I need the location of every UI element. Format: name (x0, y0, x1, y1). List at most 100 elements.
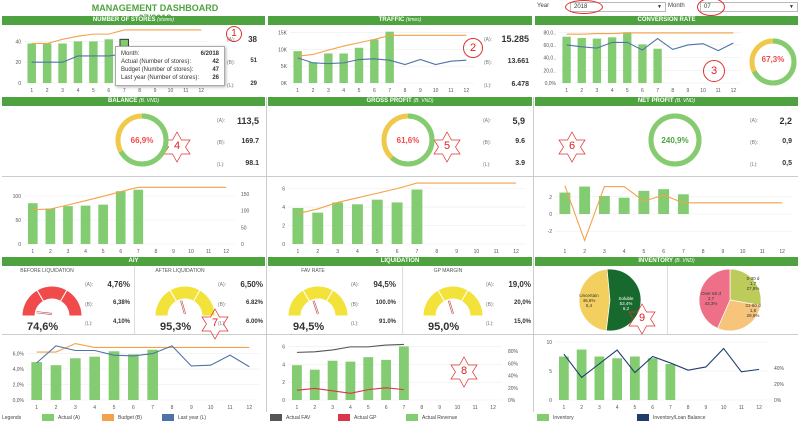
bar (558, 356, 569, 400)
x-tick-label: 10 (455, 405, 461, 411)
kpi-value-b: 6.82% (245, 300, 263, 306)
x-tick-label: 2 (583, 249, 586, 255)
y-tick-label: 0 (549, 212, 552, 218)
x-tick-label: 3 (598, 405, 601, 411)
y-tick-label: 10 (546, 340, 552, 346)
gauge-value: 95,3% (160, 321, 192, 333)
gauge-needle-highlight (36, 311, 53, 315)
kpi-value-l: 0,5 (782, 160, 792, 167)
x-tick-label: 8 (687, 405, 690, 411)
x-tick-label: 7 (388, 88, 391, 94)
y2-tick-label: 150 (241, 192, 250, 198)
line-series (566, 32, 734, 35)
x-tick-label: 1 (565, 88, 568, 94)
kpi-label-l: (L): (484, 83, 492, 89)
line-series (566, 37, 734, 52)
bar (309, 369, 320, 400)
kpi-label-l: (L): (85, 321, 93, 327)
line-series (36, 342, 250, 353)
y-tick-label: 5K (281, 64, 288, 70)
x-tick-label: 10 (168, 88, 174, 94)
bar (89, 41, 98, 83)
kpi-value-b: 13.661 (507, 58, 529, 65)
bar (562, 36, 571, 83)
header-liquidation: LIQUIDATION (268, 257, 532, 266)
gauge-segment (325, 289, 349, 317)
x-tick-label: 5 (92, 88, 95, 94)
bar (653, 48, 662, 83)
year-label: Year (537, 3, 550, 9)
line-series (31, 29, 202, 45)
x-tick-label: 4 (349, 405, 352, 411)
x-tick-label: 6 (662, 249, 665, 255)
donut-fill (648, 113, 702, 167)
pie-label-label: Over 60 d (701, 291, 721, 296)
x-tick-label: 12 (513, 249, 519, 255)
x-tick-label: 1 (30, 88, 33, 94)
bar (339, 53, 348, 83)
bar (592, 38, 602, 83)
x-tick-label: 11 (760, 249, 765, 255)
y-tick-label: 6 (282, 344, 285, 350)
x-tick-label: 5 (376, 249, 379, 255)
x-tick-label: 12 (464, 88, 470, 94)
x-tick-label: 11 (716, 88, 721, 94)
legend-budget: Budget (B) (118, 414, 142, 421)
gauge-title: BEFORE LIQUIDATION (20, 268, 74, 274)
x-tick-label: 9 (172, 249, 175, 255)
pie-label: Soluble 53,4% 6,2 (610, 296, 642, 311)
bar (308, 62, 318, 83)
x-tick-label: 3 (331, 405, 334, 411)
x-tick-label: 4 (77, 88, 80, 94)
gauge-needle-highlight (448, 300, 454, 315)
divider (402, 266, 403, 334)
kpi-label-b: (B): (351, 302, 360, 308)
annotation-year-highlight (565, 0, 603, 14)
pie-label-label: Uncertain (579, 293, 599, 298)
bar (73, 41, 83, 83)
kpi-value-a: 6,50% (240, 280, 263, 289)
x-tick-label: 8 (420, 405, 423, 411)
line-series (32, 186, 227, 211)
bar (629, 356, 640, 400)
bar (31, 362, 42, 400)
x-tick-label: 4 (616, 405, 619, 411)
pie-label-pct-label: 28,8% (746, 313, 760, 318)
x-tick-label: 12 (247, 405, 253, 411)
x-tick-label: 10 (474, 249, 480, 255)
bar (638, 190, 650, 214)
donut-conversion-rate (749, 38, 797, 86)
gauge-value: 95,0% (428, 321, 460, 333)
pie-label-label: Soluble (618, 296, 634, 301)
y2-tick-label: 0 (241, 242, 244, 248)
kpi-label-a: (A): (486, 282, 495, 288)
x-tick-label: 10 (188, 249, 194, 255)
legend-swatch-inventory (537, 414, 549, 421)
gauge (21, 285, 83, 317)
x-tick-label: 1 (296, 88, 299, 94)
pie-label-label: 0-30 d (746, 276, 760, 281)
y2-tick-label: 60% (508, 361, 519, 367)
pie-label-pct-label: 27,8% (746, 286, 760, 291)
line-series (563, 347, 760, 379)
x-tick-label: 11 (206, 249, 211, 255)
y-tick-label: 2 (549, 195, 552, 201)
pie-label: 31-60 d 1,8 28,8% (738, 303, 768, 318)
bar (618, 197, 630, 214)
legend-swatch-fav (270, 414, 282, 421)
annotation-star-icon (201, 308, 229, 340)
header-traffic: TRAFFIC (times) (268, 16, 532, 25)
x-tick-label: 12 (731, 88, 737, 94)
pie-slice (605, 268, 642, 332)
y-tick-label: 6,0% (13, 352, 25, 358)
bar (98, 204, 108, 244)
header-conversion-rate: CONVERSION RATE (535, 16, 798, 25)
legend-swatch-budget (102, 414, 114, 421)
bar (327, 360, 338, 400)
y-tick-label: 20 (15, 60, 21, 66)
bar (594, 356, 605, 400)
x-tick-label: 6 (385, 405, 388, 411)
